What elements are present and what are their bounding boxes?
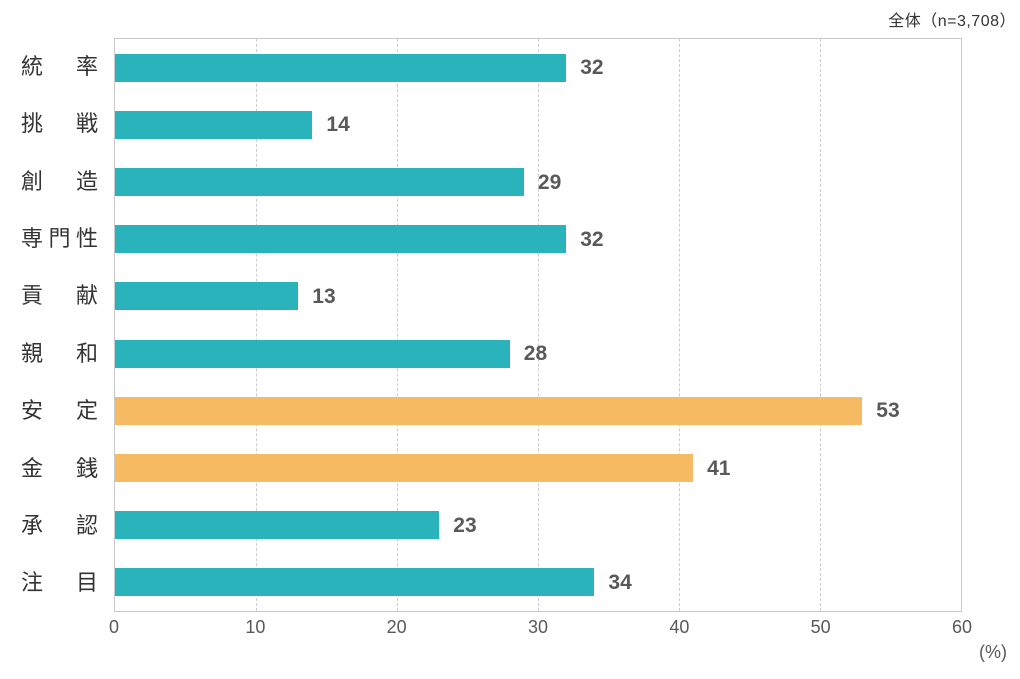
bar-row: 53 xyxy=(115,382,961,439)
bar-row: 29 xyxy=(115,153,961,210)
category-label-cell: 挑戦 xyxy=(21,95,98,152)
bar-row: 34 xyxy=(115,554,961,611)
plot-area: 32 14 29 32 13 28 53 41 23 34 xyxy=(114,38,962,612)
category-label-cell: 承認 xyxy=(21,497,98,554)
bar-貢献 xyxy=(115,282,299,311)
x-tick-label-40: 40 xyxy=(669,617,690,637)
category-label: 専門性 xyxy=(21,225,98,251)
bar-承認 xyxy=(115,511,440,540)
bar-挑戦 xyxy=(115,110,313,139)
bar-注目 xyxy=(115,568,595,597)
bar-親和 xyxy=(115,339,510,368)
category-label-cell: 注目 xyxy=(21,555,98,612)
category-label: 安定 xyxy=(21,398,98,424)
bar-金銭 xyxy=(115,454,694,483)
bar-row: 14 xyxy=(115,96,961,153)
category-label: 挑戦 xyxy=(21,111,98,137)
bar-value-label: 32 xyxy=(580,227,604,251)
category-label-cell: 専門性 xyxy=(21,210,98,267)
grid-line-30 xyxy=(538,39,539,611)
x-tick-label-30: 30 xyxy=(527,617,549,637)
bar-row: 13 xyxy=(115,268,961,325)
category-label: 注目 xyxy=(21,570,98,596)
bar-安定 xyxy=(115,396,863,425)
bar-row: 41 xyxy=(115,439,961,496)
x-tick-label-0: 0 xyxy=(108,617,120,637)
grid-line-50 xyxy=(820,39,821,611)
bar-value-label: 13 xyxy=(312,284,336,308)
x-axis-unit-label: (%) xyxy=(979,642,1007,662)
bar-value-label: 23 xyxy=(453,513,477,537)
x-tick-label-20: 20 xyxy=(386,617,407,637)
category-label-cell: 金銭 xyxy=(21,440,98,497)
bar-value-label: 34 xyxy=(608,570,632,594)
grid-line-20 xyxy=(396,39,398,611)
category-label-cell: 創造 xyxy=(21,153,98,210)
category-label-cell: 安定 xyxy=(21,382,98,439)
bar-創造 xyxy=(115,168,524,196)
category-label-cell: 親和 xyxy=(21,325,98,382)
bar-専門性 xyxy=(115,225,567,254)
bar-value-label: 53 xyxy=(876,399,900,423)
bar-value-label: 14 xyxy=(326,113,350,137)
bar-value-label: 41 xyxy=(707,456,731,480)
bar-row: 32 xyxy=(115,211,961,268)
category-label: 統率 xyxy=(21,53,98,79)
x-tick-label-60: 60 xyxy=(951,617,973,637)
grid-line-40 xyxy=(678,39,680,611)
category-label-cell: 統率 xyxy=(21,38,98,95)
category-label-cell: 貢献 xyxy=(21,268,98,325)
chart-title: 全体（n=3,708） xyxy=(888,13,1016,30)
grid-line-10 xyxy=(255,39,257,611)
bar-row: 23 xyxy=(115,497,961,554)
bar-value-label: 29 xyxy=(537,170,562,194)
category-label: 創造 xyxy=(21,168,98,194)
category-label: 親和 xyxy=(21,340,98,366)
x-tick-label-10: 10 xyxy=(245,617,266,637)
category-label-column: 統率挑戦創造専門性貢献親和安定金銭承認注目 xyxy=(21,38,98,612)
bar-row: 32 xyxy=(115,39,961,96)
category-label: 金銭 xyxy=(21,455,98,481)
bar-value-label: 28 xyxy=(523,342,548,366)
bar-rows: 32 14 29 32 13 28 53 41 23 34 xyxy=(115,39,961,611)
bar-統率 xyxy=(115,53,567,82)
category-label: 承認 xyxy=(21,512,98,538)
bar-value-label: 32 xyxy=(580,56,604,80)
category-label: 貢献 xyxy=(21,283,98,309)
bar-row: 28 xyxy=(115,325,961,382)
x-tick-label-50: 50 xyxy=(810,617,831,637)
